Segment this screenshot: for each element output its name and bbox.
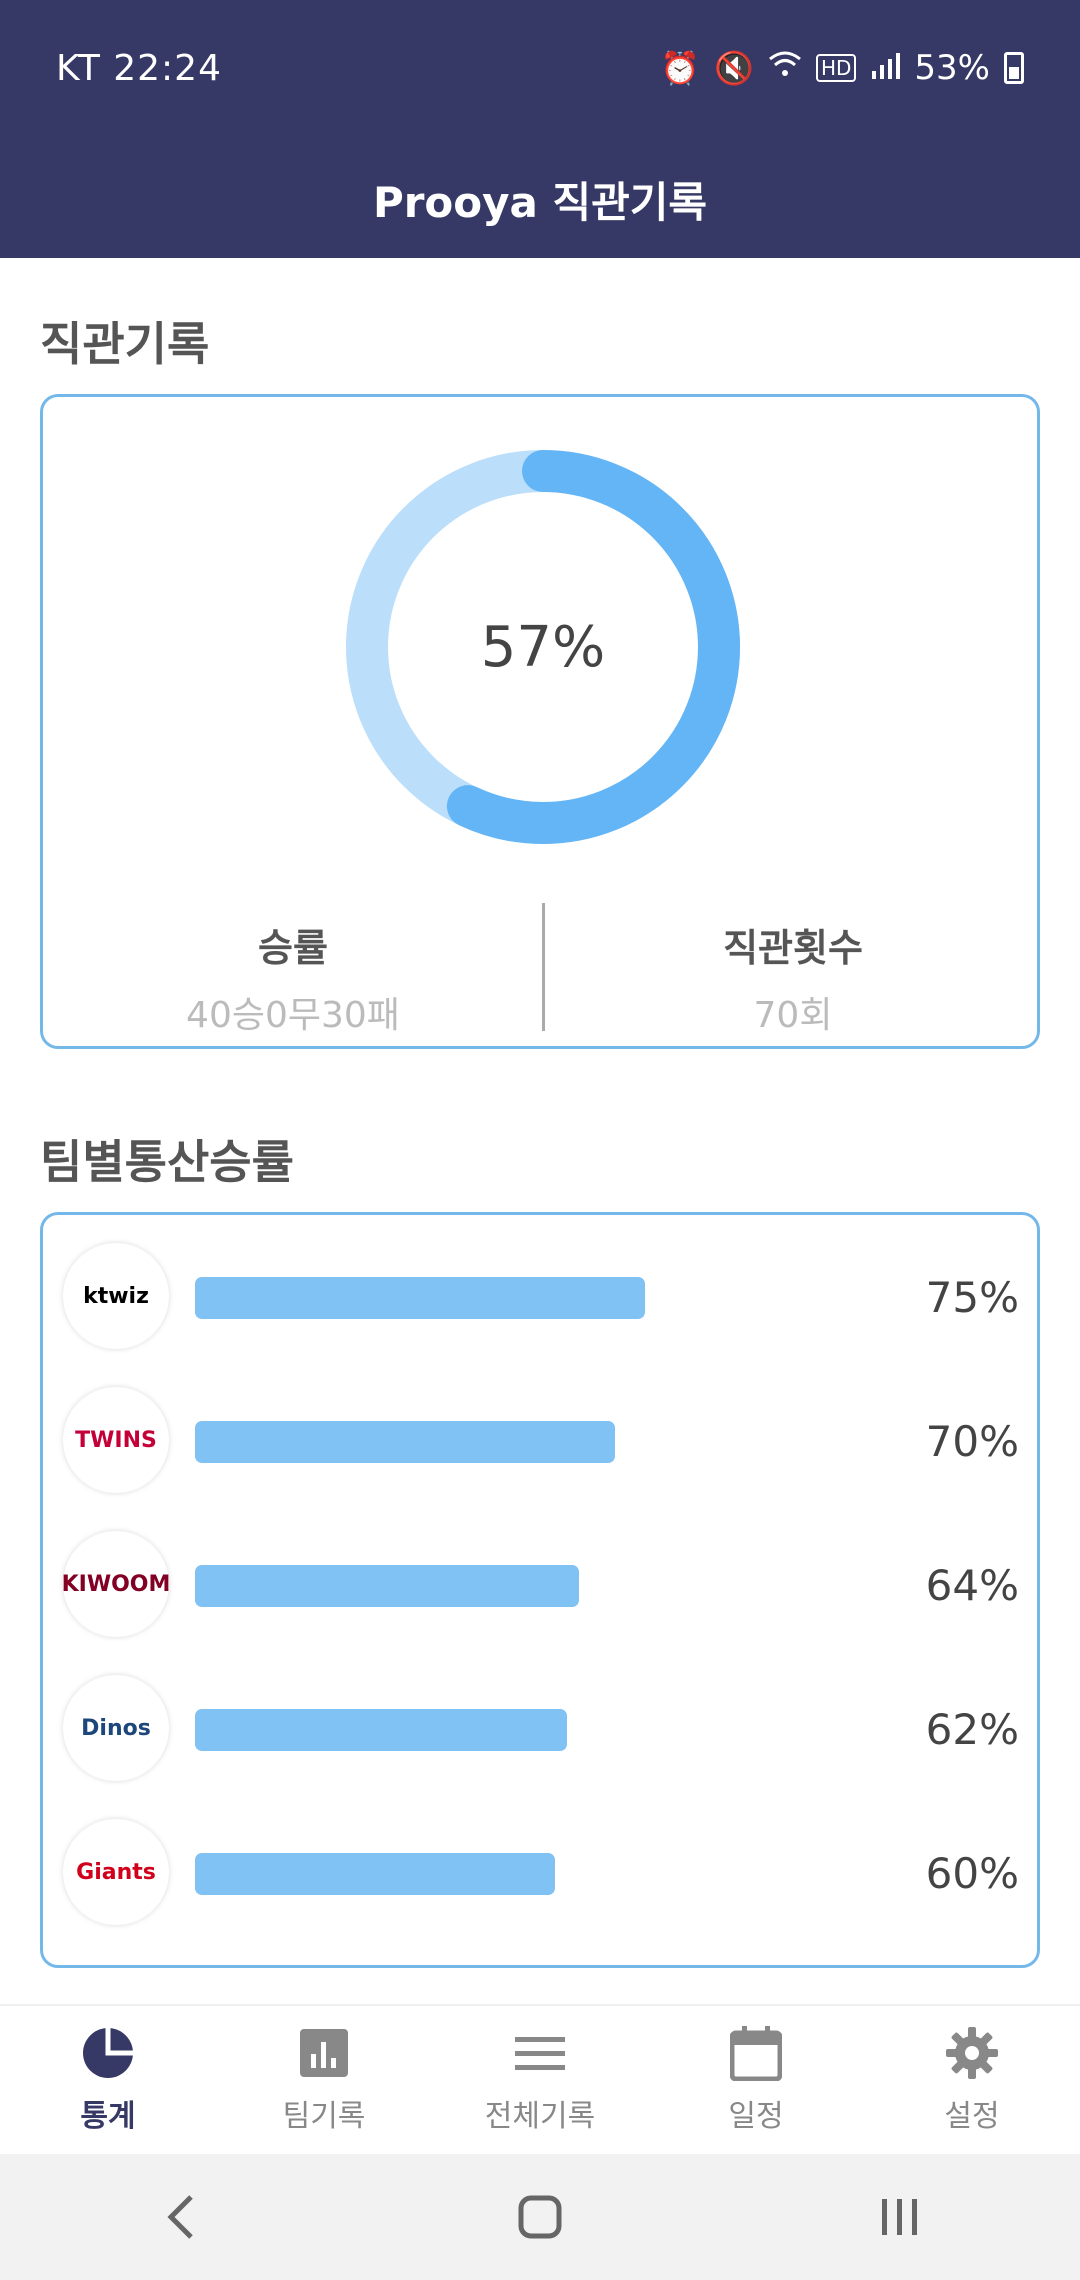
team-logo-icon: TWINS: [63, 1387, 169, 1493]
nav-label: 통계: [80, 2099, 136, 2134]
bar-chart-icon: [296, 2025, 352, 2081]
team-bar-track: [195, 1709, 795, 1751]
ring-chart: [346, 450, 740, 844]
nav-label: 팀기록: [282, 2099, 366, 2134]
team-percent: 64%: [925, 1561, 1019, 1610]
team-percent: 60%: [925, 1849, 1019, 1898]
team-bar-fill: [195, 1709, 567, 1751]
team-row[interactable]: ktwiz 75%: [43, 1243, 1043, 1353]
team-row[interactable]: KIWOOM 64%: [43, 1531, 1043, 1641]
list-icon: [512, 2025, 568, 2081]
signal-icon: [870, 49, 901, 87]
attendance-count-stat: 직관횟수 70회: [543, 917, 1043, 1038]
app-bar: Prooya 직관기록: [0, 140, 1080, 258]
ring-value-arc: [346, 450, 740, 844]
team-logo-text: KIWOOM: [61, 1571, 171, 1597]
team-logo-text: Dinos: [81, 1715, 151, 1741]
wifi-icon: [768, 49, 802, 87]
team-bar-track: [195, 1421, 795, 1463]
system-nav-bar: [0, 2154, 1080, 2280]
team-win-rate-card: ktwiz 75% TWINS 70% KIWOOM 64% Dinos 62%…: [40, 1212, 1040, 1968]
battery-percent: 53%: [914, 48, 990, 88]
nav-item-stats[interactable]: 통계: [0, 2006, 216, 2154]
nav-item-all-records[interactable]: 전체기록: [432, 2006, 648, 2154]
app-title: Prooya 직관기록: [372, 177, 708, 227]
team-logo-text: ktwiz: [83, 1283, 149, 1309]
team-row[interactable]: Giants 60%: [43, 1819, 1043, 1929]
alarm-icon: ⏰: [660, 49, 701, 87]
team-bar-fill: [195, 1565, 579, 1607]
record-section-title: 직관기록: [40, 317, 210, 371]
record-card: 57% 승률 40승0무30패 직관횟수 70회: [40, 394, 1040, 1049]
gear-icon: [944, 2025, 1000, 2081]
team-logo-icon: KIWOOM: [61, 1531, 171, 1637]
pie-chart-icon: [80, 2025, 136, 2081]
team-logo-icon: Dinos: [63, 1675, 169, 1781]
bottom-nav: 통계 팀기록 전체기록 일정 설정: [0, 2004, 1080, 2154]
nav-item-schedule[interactable]: 일정: [648, 2006, 864, 2154]
nav-label: 일정: [728, 2099, 784, 2134]
attendance-count-label: 직관횟수: [723, 926, 863, 970]
team-bar-fill: [195, 1277, 645, 1319]
status-icons: ⏰ 🔇 HD 53%: [660, 48, 1024, 88]
hd-icon: HD: [815, 54, 857, 82]
status-bar: KT 22:24 ⏰ 🔇 HD 53%: [0, 0, 1080, 140]
battery-icon: [1004, 52, 1024, 84]
win-rate-ring: 57%: [343, 447, 743, 847]
win-rate-percent: 57%: [480, 614, 606, 680]
team-bar-fill: [195, 1853, 555, 1895]
team-logo-text: TWINS: [75, 1427, 157, 1453]
team-section-title: 팀별통산승률: [40, 1135, 294, 1189]
nav-item-settings[interactable]: 설정: [864, 2006, 1080, 2154]
team-percent: 62%: [925, 1705, 1019, 1754]
attendance-count-value: 70회: [753, 995, 833, 1036]
calendar-icon: [728, 2025, 784, 2081]
team-row[interactable]: TWINS 70%: [43, 1387, 1043, 1497]
win-rate-label: 승률: [258, 926, 328, 970]
team-bar-track: [195, 1853, 795, 1895]
win-rate-stat: 승률 40승0무30패: [43, 917, 543, 1038]
stat-divider: [542, 903, 545, 1031]
carrier-time: KT 22:24: [56, 48, 222, 89]
nav-item-team-record[interactable]: 팀기록: [216, 2006, 432, 2154]
mute-icon: 🔇: [714, 49, 754, 87]
team-bar-fill: [195, 1421, 615, 1463]
team-bar-track: [195, 1565, 795, 1607]
nav-label: 설정: [944, 2099, 1000, 2134]
back-icon[interactable]: [120, 2177, 240, 2257]
team-logo-icon: ktwiz: [63, 1243, 169, 1349]
team-logo-text: Giants: [76, 1859, 156, 1885]
team-percent: 70%: [925, 1417, 1019, 1466]
nav-label: 전체기록: [484, 2099, 596, 2134]
recents-icon[interactable]: [840, 2177, 960, 2257]
team-row[interactable]: Dinos 62%: [43, 1675, 1043, 1785]
team-bar-track: [195, 1277, 795, 1319]
home-icon[interactable]: [480, 2177, 600, 2257]
win-rate-value: 40승0무30패: [186, 995, 400, 1036]
team-percent: 75%: [925, 1273, 1019, 1322]
team-logo-icon: Giants: [63, 1819, 169, 1925]
